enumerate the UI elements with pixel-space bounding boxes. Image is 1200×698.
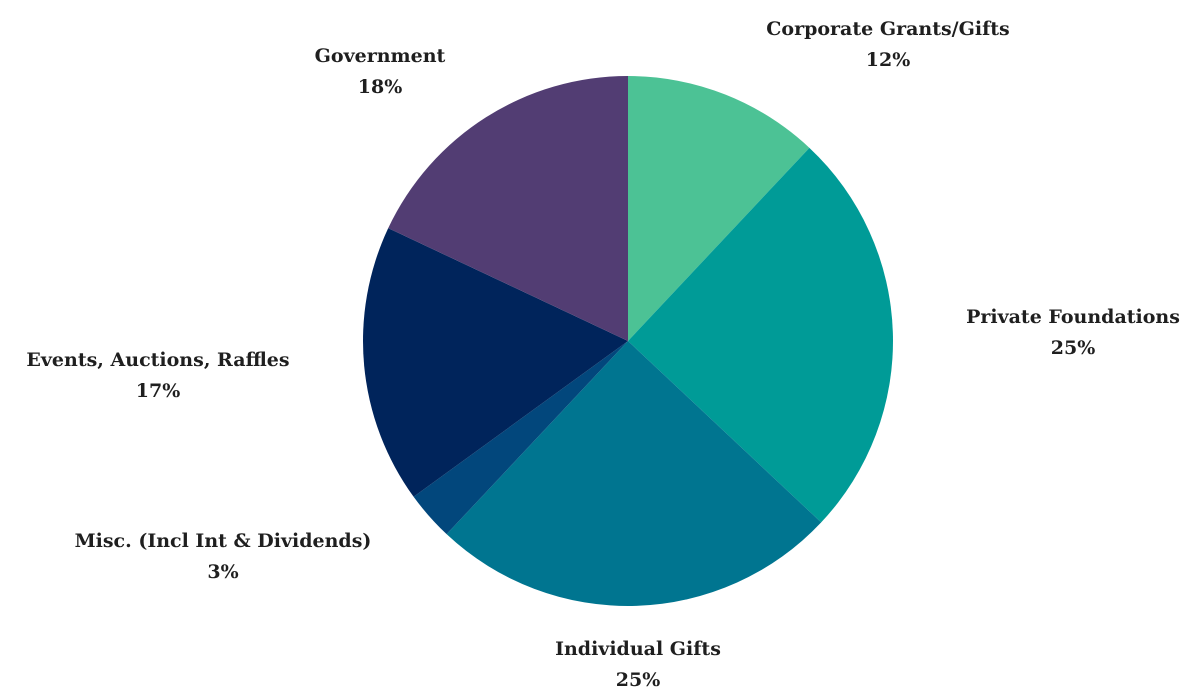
pie-slice-4	[413, 341, 628, 535]
percent-label-2: 25%	[1051, 337, 1096, 359]
category-label-6: Government	[315, 45, 446, 67]
percent-label-4: 3%	[207, 561, 238, 583]
percent-label-6: 18%	[358, 76, 403, 98]
percent-label-5: 17%	[136, 380, 181, 402]
pie-slice-3	[446, 341, 822, 606]
percent-label-3: 25%	[616, 669, 661, 691]
category-label-1: Corporate Grants/Gifts	[766, 18, 1009, 40]
category-label-4: Misc. (Incl Int & Dividends)	[75, 530, 372, 552]
category-label-5: Events, Auctions, Raffles	[26, 349, 289, 371]
category-label-3: Individual Gifts	[555, 638, 721, 660]
percent-label-1: 12%	[866, 49, 911, 71]
pie-slice-6	[388, 76, 628, 341]
pie-labels: Corporate Grants/Gifts 12% Private Foundat…	[26, 18, 1180, 691]
category-label-2: Private Foundations	[966, 306, 1180, 328]
pie-slice-2	[628, 147, 893, 523]
pie-slices	[363, 76, 893, 606]
pie-slice-1	[628, 76, 810, 341]
pie-slice-5	[363, 228, 628, 497]
